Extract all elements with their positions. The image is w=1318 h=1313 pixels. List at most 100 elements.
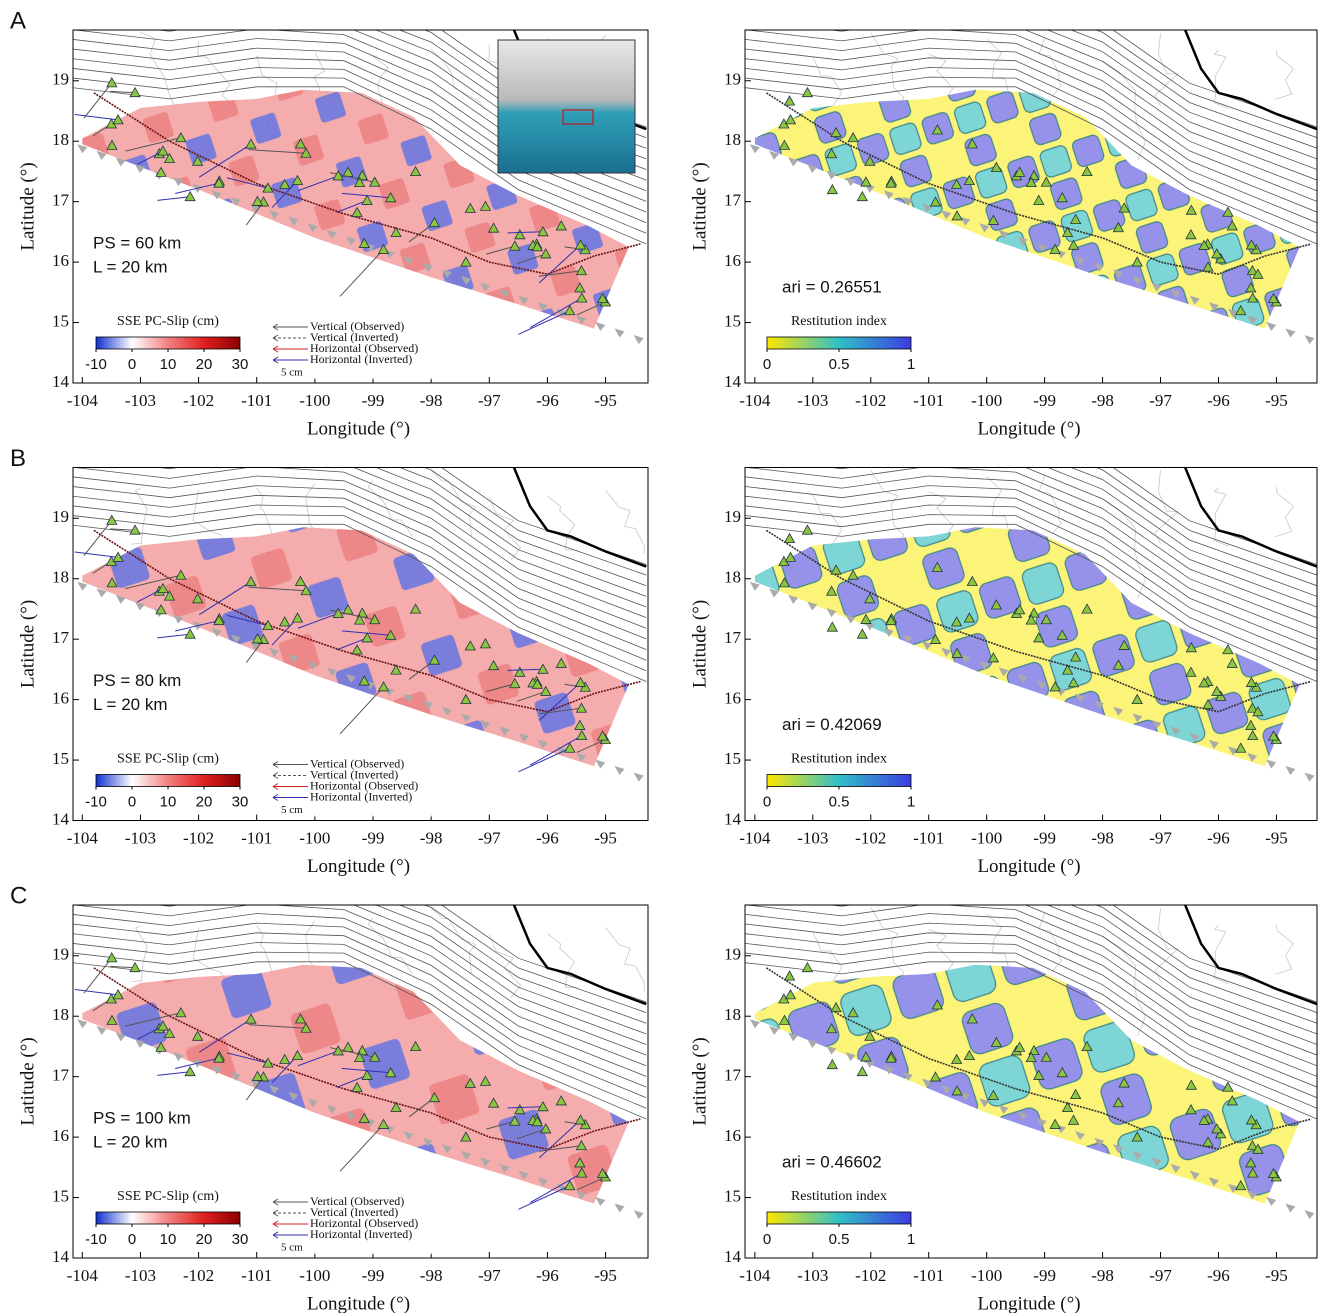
x-tick-label: -95 [594,391,617,410]
annotation: L = 20 km [93,695,168,714]
x-tick-label: -102 [855,1266,886,1285]
panel-label: C [10,882,27,909]
y-tick-label: 18 [52,130,69,149]
colorbar-tick-label: 0 [763,356,771,373]
inset-map [498,40,635,173]
colorbar [767,775,911,787]
panel-label: A [10,7,26,34]
x-tick-label: -96 [1207,1266,1230,1285]
x-tick-label: -101 [913,1266,944,1285]
colorbar-tick-label: 0 [128,1231,136,1248]
x-tick-label: -104 [67,391,99,410]
colorbar-title: Restitution index [791,752,887,767]
x-tick-label: -100 [299,1266,330,1285]
x-tick-label: -95 [1265,391,1288,410]
x-tick-label: -102 [855,828,886,847]
colorbar [96,337,240,349]
legend-label: Horizontal (Inverted) [310,1227,412,1241]
legend-scale: 5 cm [281,1242,303,1254]
y-tick-label: 18 [52,568,69,587]
x-tick-label: -102 [183,391,214,410]
legend-label: Horizontal (Inverted) [310,352,412,366]
y-tick-label: 16 [724,1126,741,1145]
x-tick-label: -97 [478,828,501,847]
annotation: L = 20 km [93,257,168,276]
y-tick-label: 19 [52,945,69,964]
y-tick-label: 16 [724,689,741,708]
y-tick-label: 15 [52,1186,69,1205]
colorbar-tick-label: 1 [907,356,915,373]
annotation: PS = 100 km [93,1108,191,1127]
colorbar-title: Restitution index [791,314,887,329]
x-tick-label: -97 [478,391,501,410]
colorbar-title: SSE PC-Slip (cm) [117,752,219,767]
y-tick-label: 14 [724,372,742,391]
colorbar-tick-label: 0.5 [829,356,850,373]
y-tick-label: 16 [52,251,69,270]
x-tick-label: -104 [739,391,771,410]
colorbar-title: SSE PC-Slip (cm) [117,314,219,329]
colorbar-tick-label: 0 [128,356,136,373]
x-tick-label: -96 [536,1266,559,1285]
x-tick-label: -101 [241,391,272,410]
y-tick-label: 15 [724,1186,741,1205]
x-axis-label: Longitude (°) [307,856,410,877]
annotation: L = 20 km [93,1132,168,1151]
x-tick-label: -102 [855,391,886,410]
y-tick-label: 16 [724,251,741,270]
colorbar-tick-label: 1 [907,1231,915,1248]
y-tick-label: 17 [52,191,70,210]
y-tick-label: 15 [52,749,69,768]
y-tick-label: 19 [724,945,741,964]
colorbar-tick-label: 30 [232,356,249,373]
colorbar-tick-label: 20 [196,1231,213,1248]
colorbar [96,1212,240,1224]
x-tick-label: -99 [362,828,385,847]
colorbar-tick-label: 10 [160,793,177,810]
y-axis-label: Latitude (°) [17,1037,38,1125]
x-tick-label: -104 [67,1266,99,1285]
colorbar [96,775,240,787]
y-tick-label: 17 [52,628,70,647]
x-tick-label: -99 [1033,828,1056,847]
x-tick-label: -100 [971,1266,1002,1285]
y-tick-label: 14 [52,372,70,391]
x-tick-label: -98 [420,828,443,847]
y-tick-label: 17 [724,191,742,210]
x-tick-label: -101 [913,828,944,847]
x-tick-label: -104 [739,1266,771,1285]
annotation: ari = 0.46602 [782,1152,882,1171]
colorbar-title: SSE PC-Slip (cm) [117,1189,219,1204]
colorbar [767,1212,911,1224]
x-tick-label: -98 [1091,391,1114,410]
legend-label: Horizontal (Inverted) [310,789,412,803]
x-tick-label: -99 [1033,1266,1056,1285]
x-tick-label: -98 [1091,828,1114,847]
x-axis-label: Longitude (°) [977,1293,1080,1313]
y-tick-label: 17 [52,1066,70,1085]
y-axis-label: Latitude (°) [17,162,38,250]
x-tick-label: -103 [125,1266,156,1285]
y-tick-label: 18 [724,130,741,149]
colorbar-tick-label: -10 [85,1231,107,1248]
x-tick-label: -98 [1091,1266,1114,1285]
colorbar-tick-label: 30 [232,1231,249,1248]
x-tick-label: -102 [183,828,214,847]
x-axis-label: Longitude (°) [307,1293,410,1313]
x-tick-label: -103 [125,391,156,410]
y-axis-label: Latitude (°) [689,162,710,250]
colorbar-tick-label: 0 [763,793,771,810]
x-tick-label: -95 [1265,1266,1288,1285]
colorbar-tick-label: -10 [85,356,107,373]
y-tick-label: 18 [52,1005,69,1024]
x-tick-label: -103 [797,828,828,847]
y-axis-label: Latitude (°) [17,600,38,688]
x-tick-label: -100 [971,828,1002,847]
x-tick-label: -95 [594,1266,617,1285]
y-tick-label: 14 [724,1247,742,1266]
y-tick-label: 15 [52,311,69,330]
colorbar-tick-label: 10 [160,1231,177,1248]
y-axis-label: Latitude (°) [689,1037,710,1125]
y-tick-label: 19 [724,70,741,89]
x-tick-label: -101 [913,391,944,410]
